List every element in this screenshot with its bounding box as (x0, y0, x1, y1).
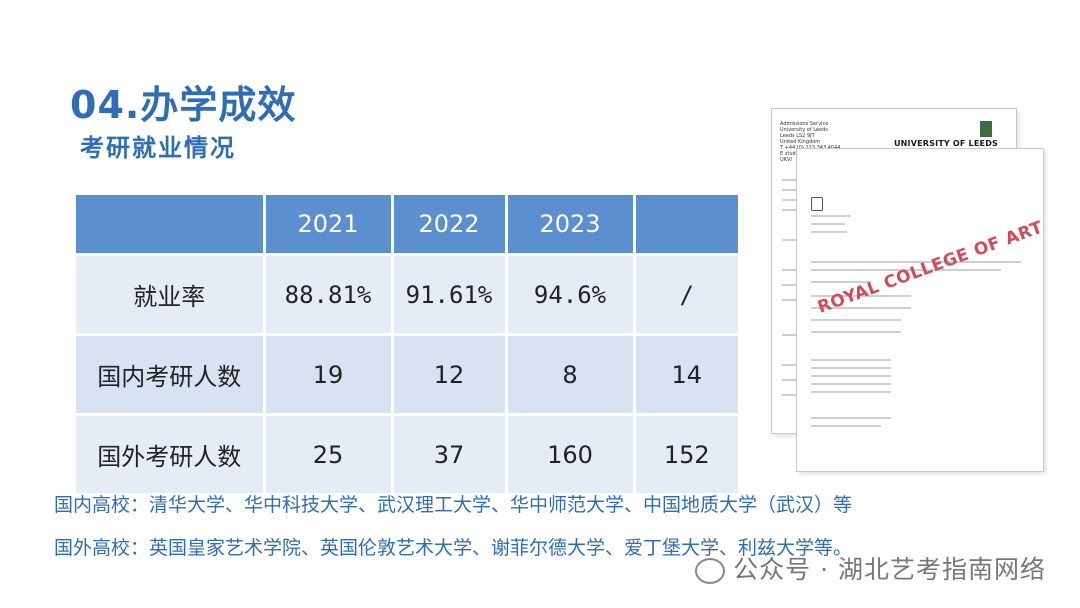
text-line (782, 189, 800, 191)
text-line (782, 199, 802, 201)
table-cell: 25 (264, 413, 394, 493)
text-line (782, 364, 800, 366)
table-header-cell: 2022 (392, 195, 508, 255)
table-cell: 160 (506, 413, 636, 493)
row-label: 就业率 (76, 253, 266, 335)
text-line (782, 299, 798, 301)
table-row: 国内考研人数 19 12 8 14 (76, 333, 738, 415)
text-line (782, 394, 800, 396)
table-cell: 12 (392, 333, 508, 415)
watermark-text: 公众号 · 湖北艺考指南网络 (733, 555, 1046, 584)
row-label: 国内考研人数 (76, 333, 266, 415)
text-line (811, 375, 891, 377)
text-line (811, 295, 911, 297)
leeds-logo: UNIVERSITY OF LEEDS (893, 139, 998, 148)
text-line (811, 383, 891, 385)
table-cell: / (634, 253, 738, 335)
text-line (782, 269, 800, 271)
text-line (811, 269, 1001, 271)
table-cell: 14 (634, 333, 738, 415)
table-cell: 91.61% (392, 253, 508, 335)
leeds-crest-icon (980, 121, 992, 137)
text-line (782, 334, 800, 336)
table-header-cell (634, 195, 738, 255)
text-line (811, 307, 911, 309)
table-row: 国外考研人数 25 37 160 152 (76, 413, 738, 493)
table-header-row: 2021 2022 2023 (76, 195, 738, 255)
table-cell: 19 (264, 333, 394, 415)
table-cell: 88.81% (264, 253, 394, 335)
table-cell: 8 (506, 333, 636, 415)
foreign-universities-note: 国外高校：英国皇家艺术学院、英国伦敦艺术大学、谢菲尔德大学、爱丁堡大学、利兹大学… (54, 537, 853, 559)
text-line (811, 425, 881, 427)
table-cell: 152 (634, 413, 738, 493)
text-line (811, 417, 891, 419)
table-row: 就业率 88.81% 91.61% 94.6% / (76, 253, 738, 335)
page-title: 04.办学成效 (70, 83, 297, 127)
text-line (782, 179, 802, 181)
text-line (811, 261, 1021, 263)
table-cell: 37 (392, 413, 508, 493)
row-label: 国外考研人数 (76, 413, 266, 493)
text-line (811, 223, 845, 225)
wechat-icon (695, 558, 726, 584)
rca-crest-icon (811, 197, 823, 211)
text-line (782, 284, 798, 286)
text-line (811, 331, 901, 333)
table-cell: 94.6% (506, 253, 636, 335)
text-line (811, 215, 851, 217)
table-header-cell (76, 195, 266, 255)
text-line (782, 239, 800, 241)
text-line (811, 391, 891, 393)
text-line (782, 379, 798, 381)
text-line (811, 231, 847, 233)
domestic-universities-note: 国内高校：清华大学、华中科技大学、武汉理工大学、华中师范大学、中国地质大学（武汉… (54, 494, 853, 516)
page-subtitle: 考研就业情况 (80, 134, 236, 162)
text-line (811, 281, 871, 283)
rca-stamp: ROYAL COLLEGE OF ART (815, 217, 1046, 318)
text-line (811, 359, 891, 361)
text-line (782, 209, 798, 211)
text-line (811, 367, 891, 369)
watermark: 公众号 · 湖北艺考指南网络 (695, 550, 1046, 586)
employment-table: 2021 2022 2023 就业率 88.81% 91.61% 94.6% /… (76, 195, 738, 493)
table-header-cell: 2021 (264, 195, 394, 255)
rca-offer-letter-image: ROYAL COLLEGE OF ART (796, 148, 1046, 472)
table-header-cell: 2023 (506, 195, 636, 255)
text-line (811, 319, 901, 321)
